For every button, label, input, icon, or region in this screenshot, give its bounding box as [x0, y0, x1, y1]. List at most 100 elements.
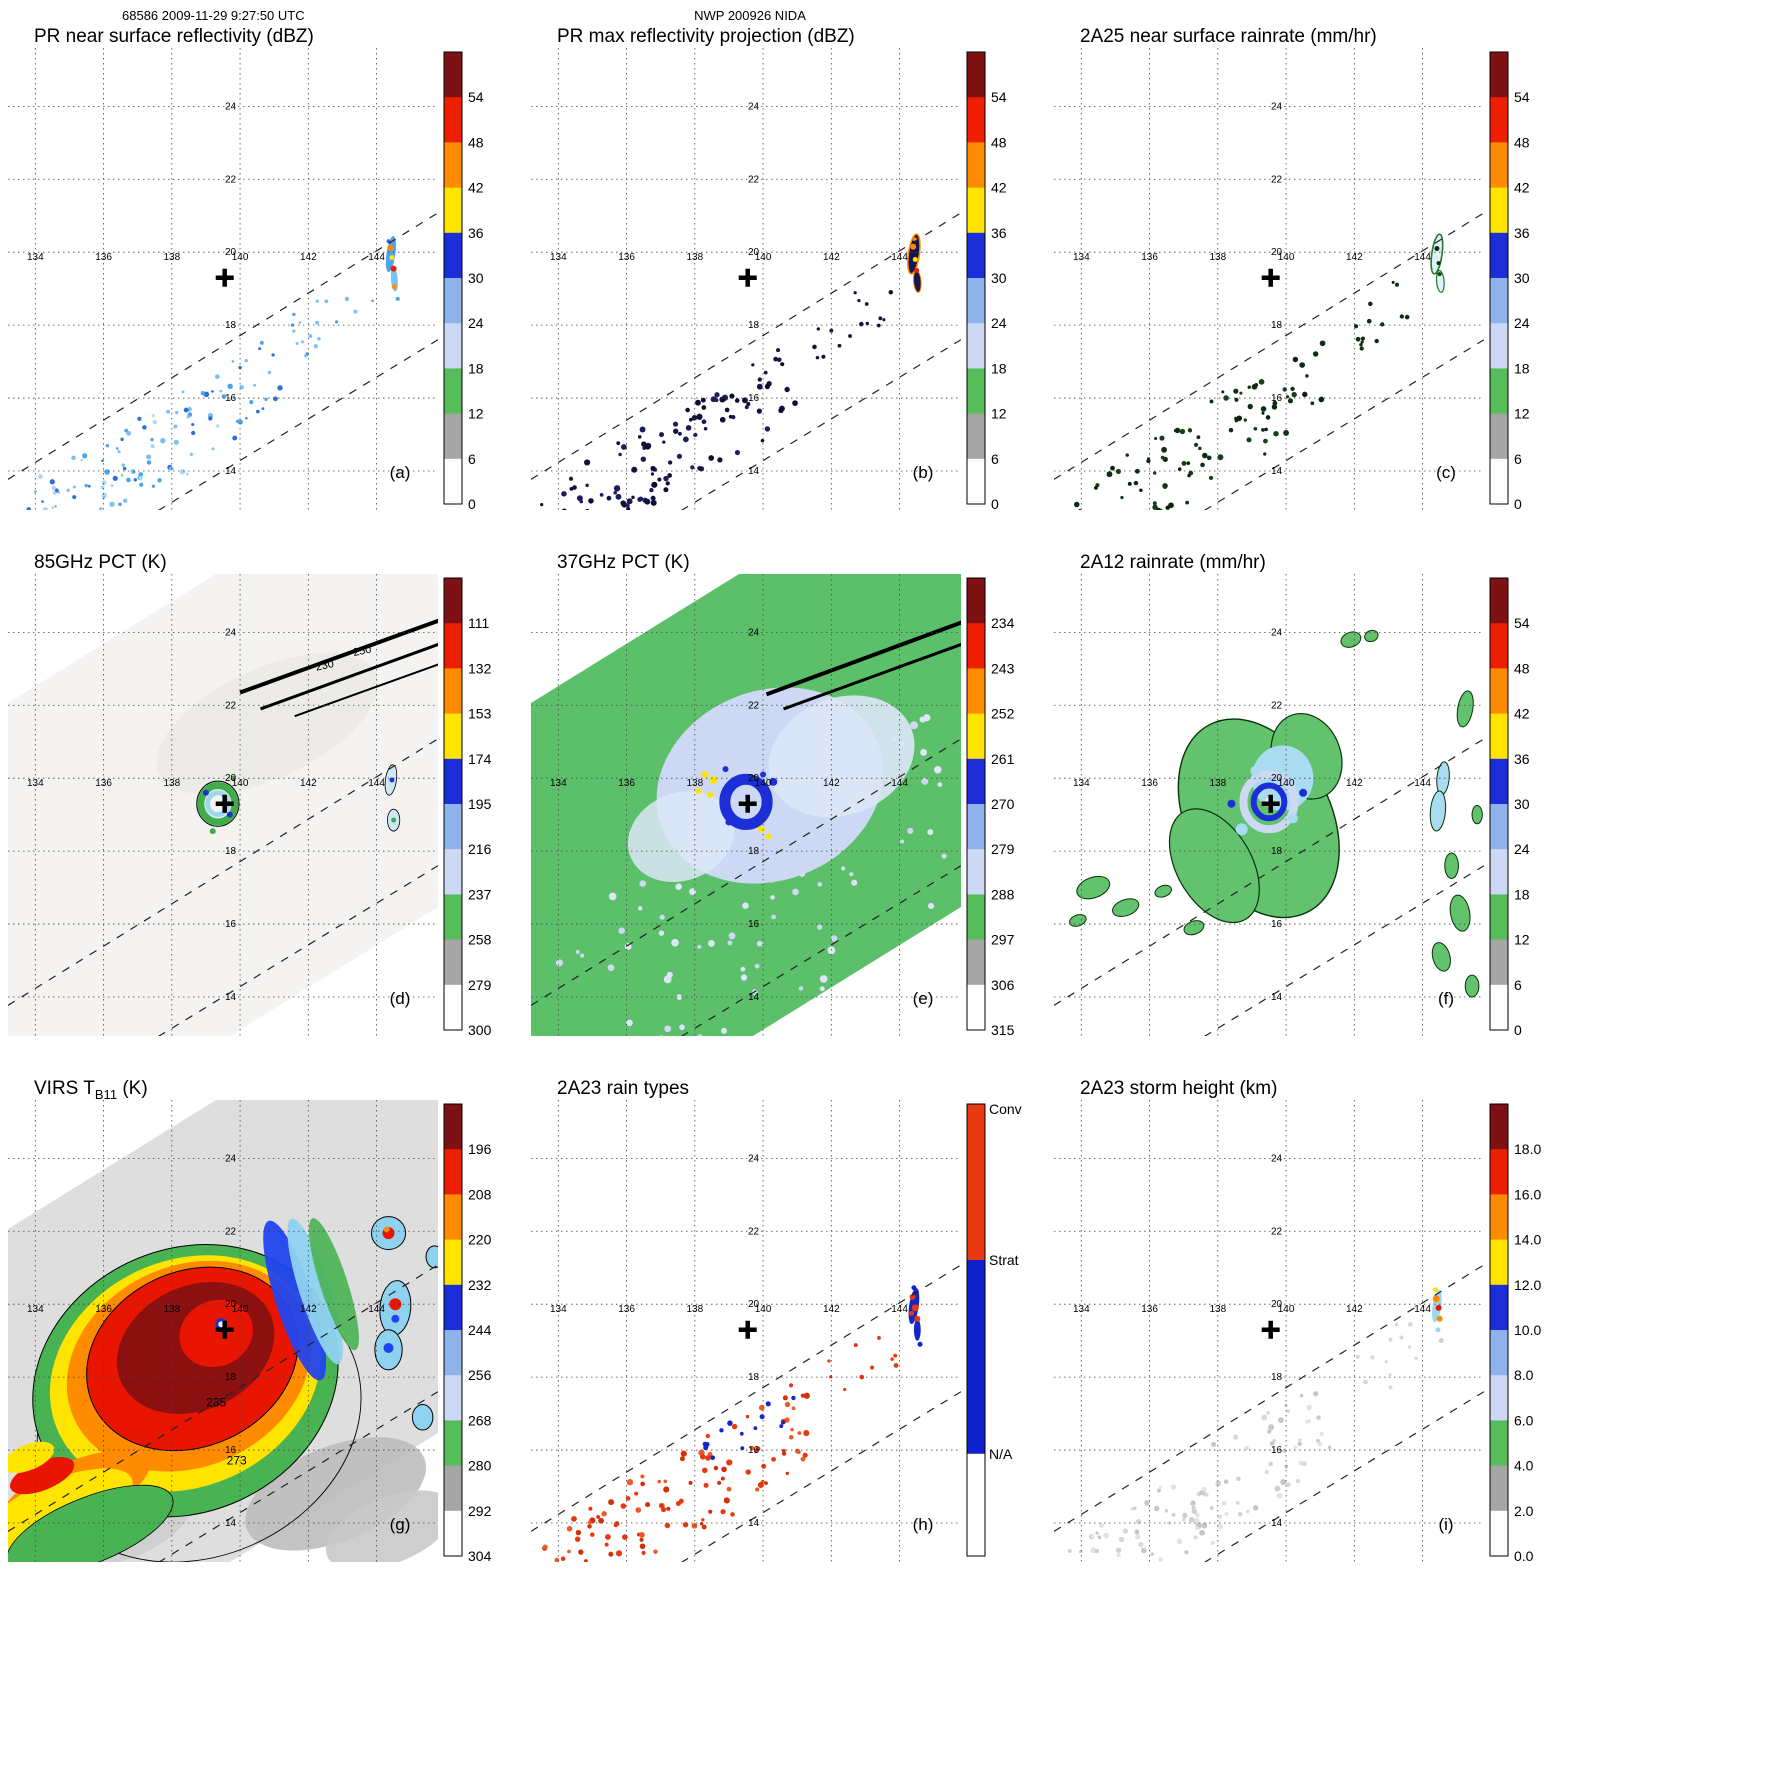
panel-title-d: 85GHz PCT (K) [34, 552, 167, 574]
swath-edges [531, 212, 961, 510]
data-dots [386, 239, 400, 301]
lat-tick-label: 20 [1271, 247, 1283, 258]
panel-title-text: 37GHz PCT (K) [557, 552, 690, 573]
lon-tick-label: 140 [1278, 778, 1295, 789]
panel-title-g: VIRS TB11 (K) [34, 1078, 148, 1102]
colorbar-label: 304 [468, 1548, 492, 1562]
colorbar-segment [1490, 97, 1508, 143]
lon-tick-label: 136 [1141, 1304, 1158, 1315]
colorbar-label: 6 [991, 451, 999, 467]
colorbar-label: 132 [468, 660, 492, 676]
colorbar-label: 48 [468, 134, 484, 150]
data-blob [1464, 974, 1480, 998]
colorbar-e: 234 243 252 261 270 279 288 297 306 315 [966, 577, 1015, 1036]
data-blob [1154, 884, 1172, 898]
lat-tick-label: 14 [748, 466, 760, 477]
colorbar-i: 18.0 16.0 14.0 12.0 10.0 8.0 6.0 4.0 2.0 0.0 [1489, 1103, 1541, 1562]
lat-tick-label: 18 [748, 846, 760, 857]
colorbar-segment [967, 232, 985, 279]
contour-label: 230 [315, 658, 335, 674]
colorbar-label: N/A [989, 1446, 1013, 1462]
speckle-field [702, 1395, 796, 1460]
graticule [1054, 1100, 1484, 1562]
colorbar-segment [444, 758, 462, 805]
panel-letter: (g) [390, 1515, 411, 1534]
lat-tick-label: 22 [1271, 174, 1283, 185]
data-dots [909, 1285, 923, 1347]
axis-tick-labels: 134 136 138 140 142 144 14 16 18 20 22 24 [27, 1153, 385, 1529]
colorbar-label: 153 [468, 706, 492, 722]
data-dots [202, 775, 236, 835]
lon-tick-label: 142 [823, 252, 840, 263]
colorbar-label: 12 [1514, 932, 1530, 948]
colorbar-segment [967, 713, 985, 760]
data-blob [8, 1441, 55, 1473]
lon-tick-label: 138 [686, 252, 703, 263]
lat-tick-label: 18 [748, 320, 760, 331]
data-blob [325, 1490, 438, 1562]
data-blob [912, 269, 922, 293]
colorbar-segment [444, 368, 462, 415]
lon-tick-label: 138 [1209, 252, 1226, 263]
lat-tick-label: 22 [748, 1226, 760, 1237]
colorbar-label: 16.0 [1514, 1186, 1541, 1202]
colorbar-segment [967, 849, 985, 895]
colorbar-segment [1490, 939, 1508, 986]
lat-tick-label: 16 [225, 919, 237, 930]
lon-tick-label: 136 [618, 252, 635, 263]
colorbar-segment [444, 1104, 462, 1150]
colorbar-label: 2.0 [1514, 1503, 1534, 1519]
lat-tick-label: 16 [748, 393, 760, 404]
panel-title-text: 85GHz PCT (K) [34, 552, 167, 573]
panel-title-text: PR max reflectivity projection (dBZ) [557, 26, 855, 47]
swath-edges [1054, 738, 1484, 1036]
axis-tick-labels: 134 136 138 140 142 144 14 16 18 20 22 24 [550, 627, 908, 1003]
axis-tick-labels: 134 136 138 140 142 144 14 16 18 20 22 24 [550, 101, 908, 477]
panel-letter: (b) [913, 463, 934, 482]
data-blob [907, 233, 921, 275]
colorbar-label: 12 [1514, 406, 1530, 422]
colorbar-segment [967, 187, 985, 234]
colorbar-segment [1490, 142, 1508, 189]
lat-tick-label: 24 [1271, 1153, 1283, 1164]
map-h: 134 136 138 140 142 144 14 16 18 20 22 24 (h) [531, 1100, 961, 1562]
colorbar-label: 0.0 [1514, 1548, 1534, 1562]
lon-tick-label: 142 [1346, 1304, 1363, 1315]
panel-b: PR max reflectivity projection (dBZ) 134 1… [531, 26, 1055, 516]
colorbar-label: 54 [1514, 89, 1530, 105]
panel-title-text: 2A23 storm height (km) [1080, 1078, 1278, 1099]
colorbar-label: 258 [468, 932, 492, 948]
panel-letter: (a) [390, 463, 411, 482]
colorbar-segment [444, 894, 462, 941]
storm-center-cross [738, 1320, 757, 1339]
colorbar-segment [444, 458, 462, 505]
data-blob [10, 1456, 75, 1495]
lon-tick-label: 138 [163, 778, 180, 789]
storm-center-cross [215, 794, 234, 813]
swath-edges [531, 738, 961, 1036]
lat-tick-label: 14 [1271, 466, 1283, 477]
colorbar-label: 252 [991, 706, 1015, 722]
colorbar-label: 18 [468, 360, 484, 376]
colorbar-label: 280 [468, 1458, 492, 1474]
colorbar-label: Conv [989, 1101, 1022, 1117]
colorbar-label: 300 [468, 1022, 492, 1036]
lon-tick-label: 136 [618, 778, 635, 789]
colorbar-label: 12 [991, 406, 1007, 422]
lat-tick-label: 14 [1271, 992, 1283, 1003]
colorbar-border [966, 1103, 986, 1557]
colorbar-segment [967, 758, 985, 805]
data-blob [385, 235, 396, 273]
lon-tick-label: 144 [1414, 778, 1431, 789]
storm-center-cross [215, 268, 234, 287]
data-blob [8, 1484, 174, 1562]
colorbar-segment [967, 804, 985, 850]
colorbar-label: 24 [991, 315, 1007, 331]
data-blob [308, 1218, 359, 1351]
colorbar-segment [967, 894, 985, 941]
colorbar-label: 195 [468, 796, 492, 812]
lon-tick-label: 136 [1141, 252, 1158, 263]
panel-title-b: PR max reflectivity projection (dBZ) [557, 26, 855, 48]
colorbar-segment [444, 668, 462, 715]
colorbar-label: 220 [468, 1232, 492, 1248]
